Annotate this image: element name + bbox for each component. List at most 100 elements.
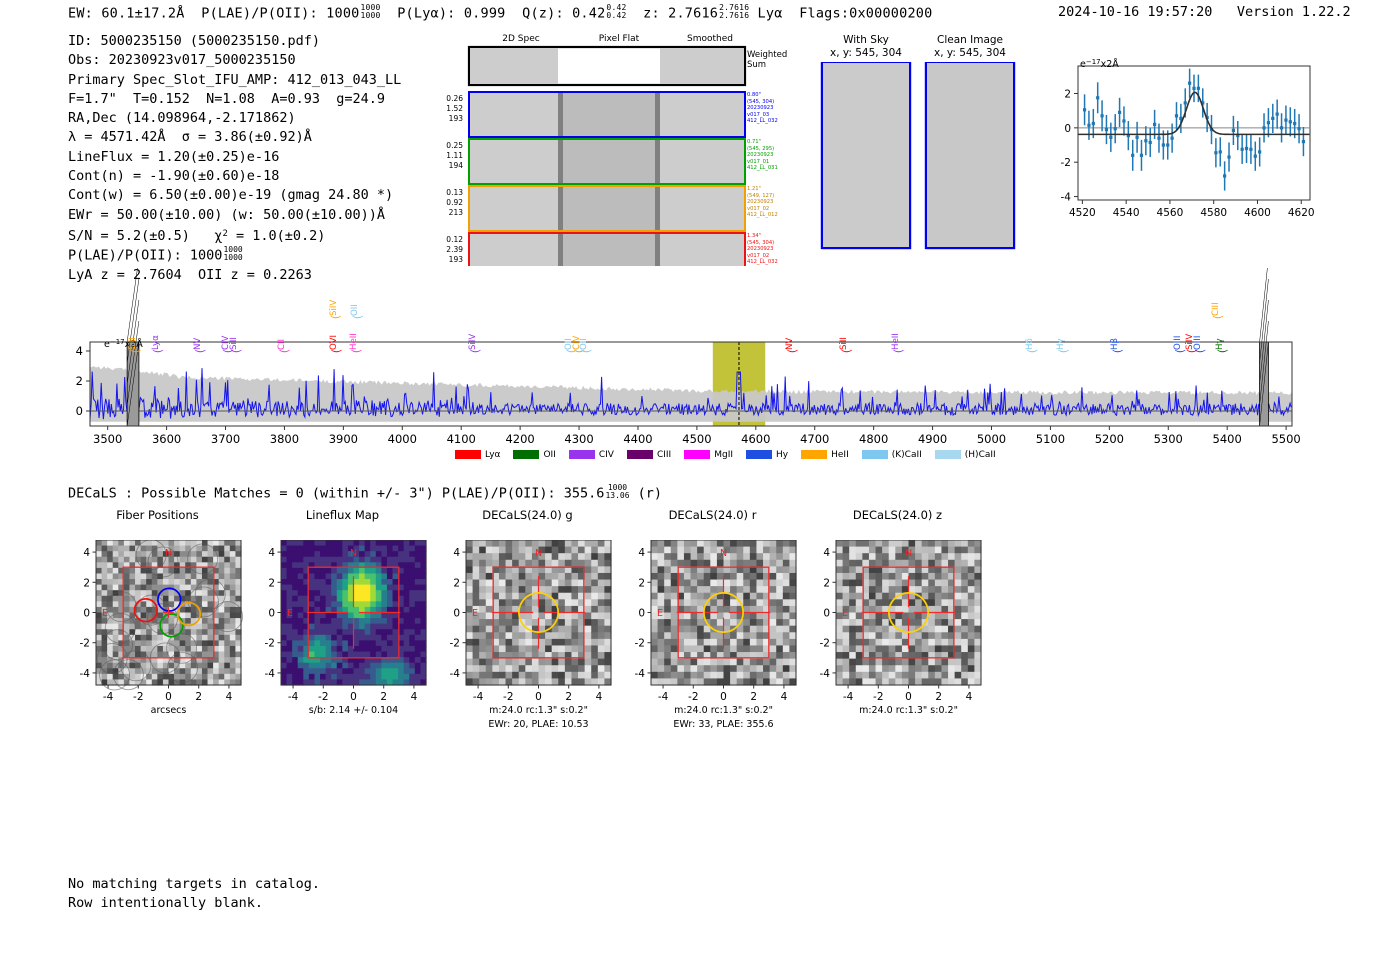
legend-swatch <box>801 450 828 459</box>
legend-label: HeII <box>831 449 849 460</box>
spec2d-row-nums-3: 0.12 2.39 193 <box>427 235 463 265</box>
header-plae-label: P(LAE)/P(OII): <box>201 5 318 22</box>
cutout-title: Fiber Positions <box>116 508 199 522</box>
svg-text:5500: 5500 <box>1271 432 1300 446</box>
header-version: Version 1.22.2 <box>1236 4 1351 20</box>
svg-text:0: 0 <box>76 404 83 418</box>
spec2d-row-nums-2: 0.13 0.92 213 <box>427 188 463 218</box>
svg-text:2: 2 <box>750 691 757 703</box>
weighted-sum-label: Weighted Sum <box>747 50 788 70</box>
header-plae-range: 1000 1000 <box>360 3 381 20</box>
with-sky-subtitle: x, y: 545, 304 <box>830 47 902 59</box>
svg-text:5200: 5200 <box>1095 432 1124 446</box>
legend-label: OII <box>543 449 556 460</box>
info-sn-chi2: S/N = 5.2(±0.5) χ2 = 1.0(±0.2) <box>68 225 401 246</box>
info-obs: Obs: 20230923v017_5000235150 <box>68 52 296 69</box>
cutout-panel-4: DECaLS(24.0) z N E -4 -2 0 2 4 4 2 0 -2 -4 m:24.0 rc:… <box>810 508 990 738</box>
cutout-image: N E -4 -2 0 2 4 4 2 0 -2 -4 <box>265 540 427 703</box>
svg-text:-4: -4 <box>80 668 91 680</box>
info-cont-n: Cont(n) = -1.90(±0.60)e-18 <box>68 168 280 185</box>
svg-text:-4: -4 <box>103 691 114 703</box>
cutout-image: N E -4 -2 0 2 4 4 2 0 -2 -4 <box>80 540 244 703</box>
meta: 1.21" <box>747 186 761 192</box>
header-ew-value: 60.1±17.2Å <box>101 5 185 22</box>
meta: 412_LL_031 <box>747 165 778 172</box>
svg-text:5000: 5000 <box>977 432 1006 446</box>
svg-text:4: 4 <box>823 547 830 559</box>
svg-text:3800: 3800 <box>270 432 299 446</box>
decals-band: (r) <box>637 485 663 502</box>
svg-text:-4: -4 <box>473 691 484 703</box>
legend-label: (K)CaII <box>891 449 922 460</box>
svg-text:0: 0 <box>1064 123 1071 135</box>
cutout-image: N E -4 -2 0 2 4 4 2 0 -2 -4 <box>635 540 797 703</box>
cutout-panel-1: Lineflux Map N E -4 -2 0 2 4 4 2 0 -2 -4 s/b: 2.14 +/… <box>255 508 435 738</box>
legend-swatch <box>513 450 540 459</box>
spec2d-row-meta-2: 1.21" (549, 127) 20230923 v017_02 412_LL… <box>747 186 778 219</box>
svg-text:N: N <box>905 548 912 559</box>
source-info-block: ID: 5000235150 (5000235150.pdf) Obs: 202… <box>68 32 401 286</box>
spec2d-row-meta-0: 0.80" (545, 304) 20230923 v017_03 412_LL… <box>747 92 778 125</box>
num: 0.25 <box>446 141 463 150</box>
legend-swatch <box>684 450 711 459</box>
info-lambda: λ = 4571.42Å σ = 3.86(±0.92)Å <box>68 129 312 146</box>
meta: 0.80" <box>747 92 761 98</box>
spec2d-row-meta-3: 1.34" (545, 304) 20230923 v017_02 412_LL… <box>747 233 778 266</box>
spec2d-row-nums-0: 0.26 1.52 193 <box>427 94 463 124</box>
svg-text:4: 4 <box>226 691 233 703</box>
spectrum-units-label: e−17x2Å <box>104 338 143 351</box>
header-z-range: 2.7616 2.7616 <box>719 3 750 20</box>
legend-label: Lyα <box>485 449 501 460</box>
num: 193 <box>448 255 463 264</box>
meta: 20230923 <box>747 152 774 159</box>
svg-text:4000: 4000 <box>388 432 417 446</box>
legend-label: Hy <box>776 449 789 460</box>
cutout-image: N E -4 -2 0 2 4 4 2 0 -2 -4 <box>450 540 612 703</box>
svg-text:-2: -2 <box>133 691 143 703</box>
spec2d-title-pixelflat: Pixel Flat <box>598 34 640 44</box>
header-qz-range: 0.42 0.42 <box>606 3 627 20</box>
svg-text:2: 2 <box>453 577 460 589</box>
legend-swatch <box>934 450 961 459</box>
svg-text:0: 0 <box>453 608 460 620</box>
num: 1.11 <box>446 151 463 160</box>
svg-text:N: N <box>535 548 542 559</box>
svg-text:2: 2 <box>268 577 275 589</box>
svg-text:-4: -4 <box>635 668 646 680</box>
svg-text:-4: -4 <box>450 668 461 680</box>
info-plae-range: 1000 1000 <box>223 245 243 263</box>
with-sky-caption: With Sky x, y: 545, 304 <box>820 34 912 60</box>
svg-text:2: 2 <box>380 691 387 703</box>
num: 0.26 <box>446 94 463 103</box>
svg-text:0: 0 <box>350 691 357 703</box>
info-plae-value: 1000 <box>189 247 223 264</box>
meta: 1.34" <box>747 233 761 239</box>
header-z-label: z: <box>643 5 660 22</box>
svg-text:2: 2 <box>565 691 572 703</box>
num: 194 <box>448 161 463 170</box>
svg-text:4100: 4100 <box>447 432 476 446</box>
meta: v017_02 <box>747 205 770 212</box>
meta: 0.71" <box>747 139 761 145</box>
svg-text:-2: -2 <box>80 638 90 650</box>
svg-text:2: 2 <box>823 577 830 589</box>
svg-text:-2: -2 <box>873 691 883 703</box>
info-sn-prefix: S/N = 5.2(±0.5) χ <box>68 228 223 245</box>
svg-text:4: 4 <box>781 691 788 703</box>
legend-item-OII: OII <box>513 449 556 460</box>
svg-text:0: 0 <box>83 608 90 620</box>
svg-text:E: E <box>287 608 293 619</box>
meta: 20230923 <box>747 246 774 253</box>
svg-text:4800: 4800 <box>859 432 888 446</box>
sky-cutout-images <box>820 62 1016 250</box>
svg-text:0: 0 <box>823 608 830 620</box>
info-cont-w: Cont(w) = 6.50(±0.00)e-19 (gmag 24.80 *) <box>68 187 394 204</box>
info-slot: Primary Spec_Slot_IFU_AMP: 412_013_043_L… <box>68 71 402 88</box>
header-qz-value: 0.42 <box>572 5 606 22</box>
clean-image-caption: Clean Image x, y: 545, 304 <box>924 34 1016 60</box>
svg-text:3600: 3600 <box>152 432 181 446</box>
cutout-caption-1: m:24.0 rc:1.3" s:0.2" <box>859 705 958 716</box>
spec2d-strips <box>467 45 747 266</box>
svg-text:2: 2 <box>83 577 90 589</box>
legend-swatch <box>455 450 481 459</box>
